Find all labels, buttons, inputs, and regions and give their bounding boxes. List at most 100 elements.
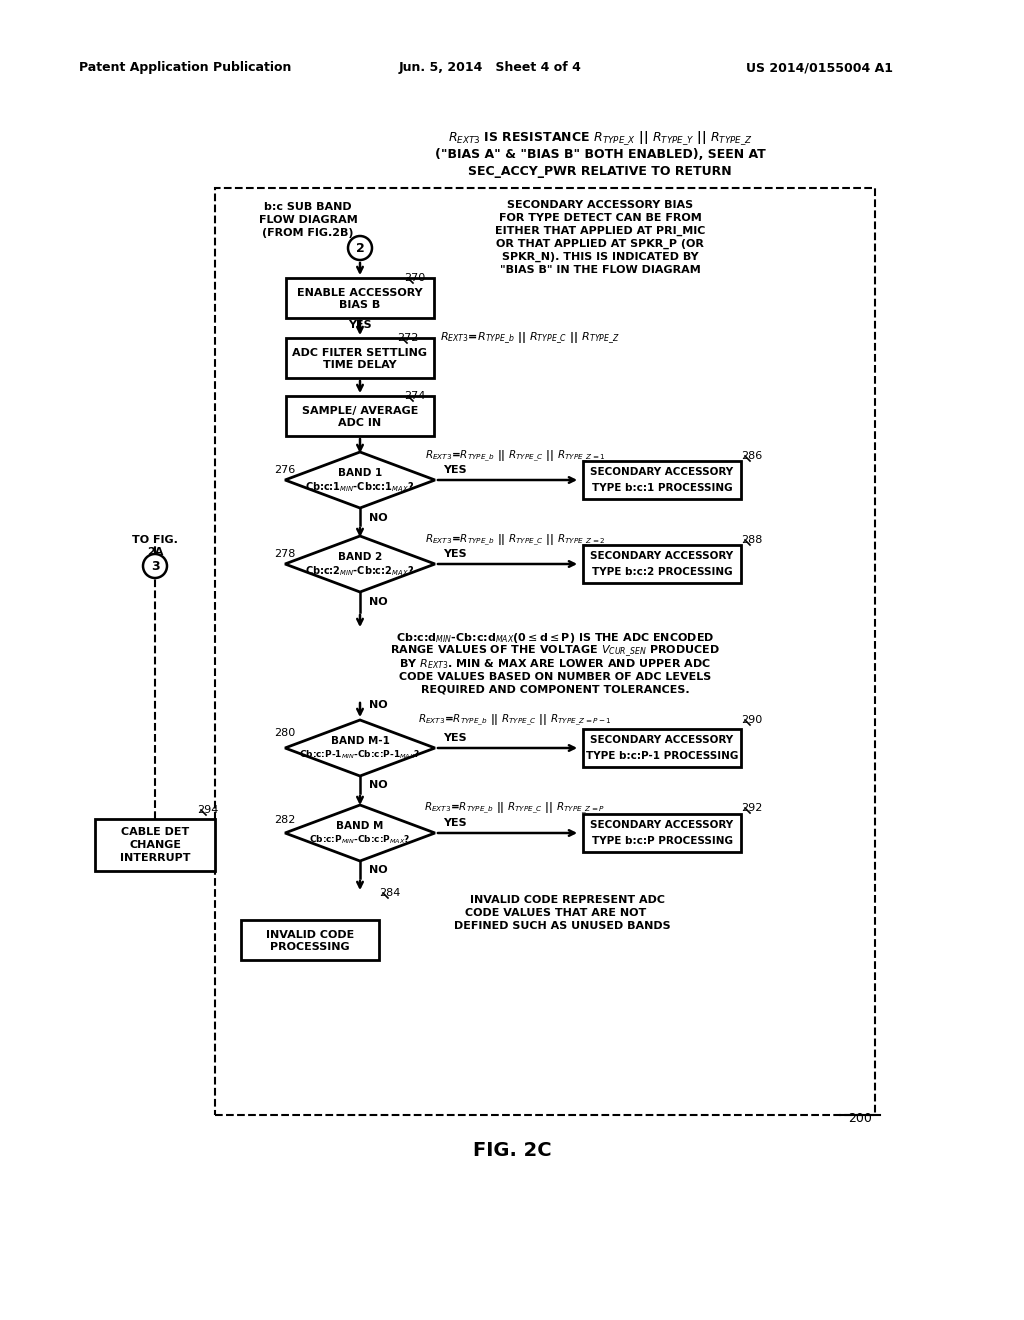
FancyBboxPatch shape [583, 729, 741, 767]
Text: SEC_ACCY_PWR RELATIVE TO RETURN: SEC_ACCY_PWR RELATIVE TO RETURN [468, 165, 732, 178]
Text: 272: 272 [397, 333, 419, 343]
FancyBboxPatch shape [583, 461, 741, 499]
Text: $R_{EXT3}$=$R_{TYPE\_b}$ || $R_{TYPE\_C}$ || $R_{TYPE\_Z=1}$: $R_{EXT3}$=$R_{TYPE\_b}$ || $R_{TYPE\_C}… [425, 449, 605, 463]
Text: FLOW DIAGRAM: FLOW DIAGRAM [259, 215, 357, 224]
Text: 274: 274 [404, 391, 426, 401]
Text: 2: 2 [355, 242, 365, 255]
Text: SAMPLE/ AVERAGE: SAMPLE/ AVERAGE [302, 407, 418, 416]
Text: Cb:c:P-1$_{MIN}$-Cb:c:P-1$_{MAX}$?: Cb:c:P-1$_{MIN}$-Cb:c:P-1$_{MAX}$? [299, 748, 421, 762]
Text: SECONDARY ACCESSORY: SECONDARY ACCESSORY [591, 820, 733, 830]
Text: TYPE b:c:1 PROCESSING: TYPE b:c:1 PROCESSING [592, 483, 732, 492]
Text: YES: YES [348, 319, 372, 330]
Text: BAND 1: BAND 1 [338, 469, 382, 478]
Text: BAND 2: BAND 2 [338, 552, 382, 562]
Text: 290: 290 [741, 715, 763, 725]
Text: 288: 288 [741, 535, 763, 545]
Text: 3: 3 [151, 560, 160, 573]
Text: BIAS B: BIAS B [339, 300, 381, 310]
Text: 286: 286 [741, 451, 763, 461]
FancyBboxPatch shape [583, 814, 741, 851]
Text: NO: NO [369, 780, 387, 789]
Text: SECONDARY ACCESSORY: SECONDARY ACCESSORY [591, 735, 733, 744]
Text: YES: YES [443, 733, 467, 743]
Text: $R_{EXT3}$ IS RESISTANCE $R_{TYPE\_X}$ || $R_{TYPE\_Y}$ || $R_{TYPE\_Z}$: $R_{EXT3}$ IS RESISTANCE $R_{TYPE\_X}$ |… [447, 129, 753, 147]
Text: ADC IN: ADC IN [339, 418, 382, 428]
Text: SPKR_N). THIS IS INDICATED BY: SPKR_N). THIS IS INDICATED BY [502, 252, 698, 263]
Text: (FROM FIG.2B): (FROM FIG.2B) [262, 228, 353, 238]
FancyBboxPatch shape [286, 338, 434, 378]
Text: PROCESSING: PROCESSING [270, 942, 350, 952]
Text: FOR TYPE DETECT CAN BE FROM: FOR TYPE DETECT CAN BE FROM [499, 213, 701, 223]
Text: SECONDARY ACCESSORY: SECONDARY ACCESSORY [591, 550, 733, 561]
FancyBboxPatch shape [215, 187, 874, 1115]
Text: INVALID CODE REPRESENT ADC: INVALID CODE REPRESENT ADC [470, 895, 666, 906]
Text: Cb:c:1$_{MIN}$-Cb:c:1$_{MAX}$?: Cb:c:1$_{MIN}$-Cb:c:1$_{MAX}$? [305, 480, 415, 494]
Text: YES: YES [443, 549, 467, 558]
Text: INTERRUPT: INTERRUPT [120, 853, 190, 863]
Text: Cb:c:d$_{MIN}$-Cb:c:d$_{MAX}$(0$\leq$d$\leq$P) IS THE ADC ENCODED: Cb:c:d$_{MIN}$-Cb:c:d$_{MAX}$(0$\leq$d$\… [396, 631, 714, 645]
Text: BY $R_{EXT3}$. MIN & MAX ARE LOWER AND UPPER ADC: BY $R_{EXT3}$. MIN & MAX ARE LOWER AND U… [399, 657, 711, 671]
Text: US 2014/0155004 A1: US 2014/0155004 A1 [746, 62, 894, 74]
Text: CODE VALUES BASED ON NUMBER OF ADC LEVELS: CODE VALUES BASED ON NUMBER OF ADC LEVEL… [399, 672, 711, 682]
Polygon shape [285, 451, 435, 508]
Text: 282: 282 [274, 814, 296, 825]
Text: NO: NO [369, 513, 387, 523]
Text: Patent Application Publication: Patent Application Publication [79, 62, 291, 74]
Text: NO: NO [369, 597, 387, 607]
Text: TYPE b:c:P PROCESSING: TYPE b:c:P PROCESSING [592, 836, 732, 846]
Text: NO: NO [369, 865, 387, 875]
Text: SECONDARY ACCESSORY BIAS: SECONDARY ACCESSORY BIAS [507, 201, 693, 210]
Circle shape [143, 554, 167, 578]
Text: b:c SUB BAND: b:c SUB BAND [264, 202, 352, 213]
Text: 270: 270 [404, 273, 426, 282]
Text: TYPE b:c:2 PROCESSING: TYPE b:c:2 PROCESSING [592, 568, 732, 577]
Text: OR THAT APPLIED AT SPKR_P (OR: OR THAT APPLIED AT SPKR_P (OR [496, 239, 703, 249]
Polygon shape [285, 805, 435, 861]
Circle shape [348, 236, 372, 260]
Text: Cb:c:P$_{MIN}$-Cb:c:P$_{MAX}$?: Cb:c:P$_{MIN}$-Cb:c:P$_{MAX}$? [309, 834, 411, 846]
Text: $R_{EXT3}$=$R_{TYPE\_b}$ || $R_{TYPE\_C}$ || $R_{TYPE\_Z=P}$: $R_{EXT3}$=$R_{TYPE\_b}$ || $R_{TYPE\_C}… [425, 800, 605, 816]
Text: 278: 278 [274, 549, 296, 558]
Text: ENABLE ACCESSORY: ENABLE ACCESSORY [297, 288, 423, 298]
Text: "BIAS B" IN THE FLOW DIAGRAM: "BIAS B" IN THE FLOW DIAGRAM [500, 265, 700, 275]
Text: TIME DELAY: TIME DELAY [324, 360, 397, 370]
Text: TYPE b:c:P-1 PROCESSING: TYPE b:c:P-1 PROCESSING [586, 751, 738, 762]
Text: 292: 292 [741, 803, 763, 813]
Text: CABLE DET: CABLE DET [121, 828, 189, 837]
Text: 294: 294 [198, 805, 219, 814]
FancyBboxPatch shape [95, 818, 215, 871]
Text: YES: YES [443, 465, 467, 475]
FancyBboxPatch shape [583, 545, 741, 583]
Text: Cb:c:2$_{MIN}$-Cb:c:2$_{MAX}$?: Cb:c:2$_{MIN}$-Cb:c:2$_{MAX}$? [305, 564, 415, 578]
Text: EITHER THAT APPLIED AT PRI_MIC: EITHER THAT APPLIED AT PRI_MIC [495, 226, 706, 236]
FancyBboxPatch shape [286, 396, 434, 436]
Text: BAND M-1: BAND M-1 [331, 737, 389, 746]
Polygon shape [285, 719, 435, 776]
Text: 276: 276 [274, 465, 296, 475]
Text: BAND M: BAND M [336, 821, 384, 832]
Text: RANGE VALUES OF THE VOLTAGE $V_{CUR\_SEN}$ PRODUCED: RANGE VALUES OF THE VOLTAGE $V_{CUR\_SEN… [390, 643, 720, 659]
Text: NO: NO [369, 700, 387, 710]
FancyBboxPatch shape [286, 279, 434, 318]
Text: INVALID CODE: INVALID CODE [266, 931, 354, 940]
Polygon shape [285, 536, 435, 591]
Text: Jun. 5, 2014   Sheet 4 of 4: Jun. 5, 2014 Sheet 4 of 4 [398, 62, 582, 74]
Text: ADC FILTER SETTLING: ADC FILTER SETTLING [293, 348, 427, 358]
Text: YES: YES [443, 818, 467, 828]
Text: FIG. 2C: FIG. 2C [473, 1140, 551, 1159]
Text: 2A: 2A [146, 546, 163, 557]
Text: CHANGE: CHANGE [129, 840, 181, 850]
Text: $R_{EXT3}$=$R_{TYPE\_b}$ || $R_{TYPE\_C}$ || $R_{TYPE\_Z}$: $R_{EXT3}$=$R_{TYPE\_b}$ || $R_{TYPE\_C}… [440, 330, 620, 346]
Text: 284: 284 [379, 888, 400, 898]
Text: DEFINED SUCH AS UNUSED BANDS: DEFINED SUCH AS UNUSED BANDS [454, 921, 671, 931]
Text: $R_{EXT3}$=$R_{TYPE\_b}$ || $R_{TYPE\_C}$ || $R_{TYPE\_Z=2}$: $R_{EXT3}$=$R_{TYPE\_b}$ || $R_{TYPE\_C}… [425, 532, 605, 548]
Text: TO FIG.: TO FIG. [132, 535, 178, 545]
Text: SECONDARY ACCESSORY: SECONDARY ACCESSORY [591, 467, 733, 477]
Text: ("BIAS A" & "BIAS B" BOTH ENABLED), SEEN AT: ("BIAS A" & "BIAS B" BOTH ENABLED), SEEN… [434, 149, 765, 161]
Text: $R_{EXT3}$=$R_{TYPE\_b}$ || $R_{TYPE\_C}$ || $R_{TYPE\_Z=P-1}$: $R_{EXT3}$=$R_{TYPE\_b}$ || $R_{TYPE\_C}… [418, 713, 612, 727]
Text: REQUIRED AND COMPONENT TOLERANCES.: REQUIRED AND COMPONENT TOLERANCES. [421, 685, 689, 696]
Text: 200: 200 [848, 1111, 872, 1125]
Text: CODE VALUES THAT ARE NOT: CODE VALUES THAT ARE NOT [465, 908, 646, 917]
Text: 280: 280 [274, 729, 296, 738]
FancyBboxPatch shape [241, 920, 379, 960]
